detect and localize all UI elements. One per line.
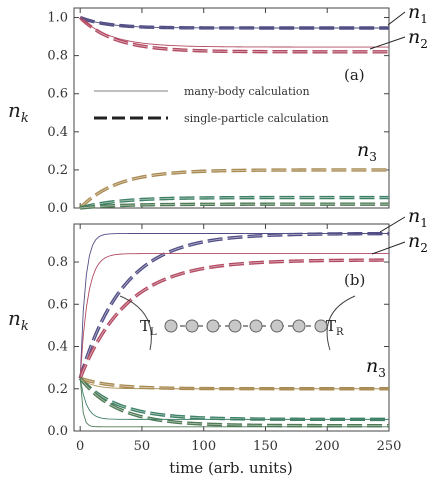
panel-b-pointer-n1 (379, 216, 406, 233)
panel-a: 0.0 0.2 0.4 0.6 0.8 1.0 many-body calculation… (8, 1, 428, 216)
right-lead-curve (326, 295, 356, 351)
chain-site-3 (206, 319, 220, 333)
chain-site-7 (292, 319, 306, 333)
panel-a-ytick-label: 0.6 (47, 87, 68, 102)
panel-a-series-5-solid (79, 17, 389, 48)
chain-site-4 (228, 319, 242, 333)
panel-a-ytick-label: 0.0 (47, 201, 68, 216)
panel-b-series-8-solid (79, 378, 389, 420)
panel-a-pointer-n2 (369, 36, 406, 50)
panel-b-xtick-label: 200 (315, 439, 340, 454)
panel-b-series-2-dashed (79, 376, 389, 391)
panel-a-ylabel: nk (8, 98, 29, 126)
panel-a-label-n3: n3 (357, 139, 377, 164)
panel-b-series-1-dashed (78, 258, 390, 379)
panel-b-label-n2: n2 (408, 230, 428, 255)
chain-site-2 (185, 319, 199, 333)
panel-b-series-5-solid (79, 233, 389, 379)
panel-b-xtick-label: 0 (76, 439, 84, 454)
panel-b-series-7-solid (79, 377, 389, 390)
panel-a-frame (73, 7, 390, 209)
right-lead-label: TR (326, 317, 344, 338)
left-lead-curve (119, 295, 152, 351)
panel-b-series-9-solid (79, 378, 389, 428)
panel-b-xtick-label: 150 (253, 439, 278, 454)
panel-a-ytick-label: 0.2 (47, 163, 68, 178)
panel-b-ytick-label: 0.8 (47, 255, 68, 270)
panel-a-ytick-label: 1.0 (47, 11, 68, 26)
panel-b-label-n1: n1 (408, 205, 428, 230)
panel-b-ytick-label: 0.6 (47, 297, 68, 312)
panel-a-series (78, 15, 389, 210)
x-axis-label: time (arb. units) (169, 459, 293, 477)
legend-dashed-label: single-particle calculation (184, 112, 329, 125)
panel-b-ytick-label: 0.2 (47, 382, 68, 397)
panel-b-xtick-label: 100 (191, 439, 216, 454)
chain-site-6 (270, 319, 284, 333)
panel-b-pointer-n2 (371, 241, 406, 255)
panel-b-label: (b) (344, 271, 365, 289)
panel-b-series-4-highlight (79, 377, 389, 427)
panel-b-series-2-highlight (80, 377, 389, 390)
lead-chain-inset: TL TR (119, 295, 356, 351)
panel-a-ticks: 0.0 0.2 0.4 0.6 0.8 1.0 (47, 8, 390, 216)
panel-b-frame (73, 223, 390, 432)
chain-site-1 (164, 319, 178, 333)
chain-site-8 (314, 319, 328, 333)
panel-b-ytick-label: 0.0 (47, 424, 68, 439)
panel-b-series-3-highlight (79, 377, 389, 420)
panel-b-ytick-label: 0.4 (47, 340, 68, 355)
panel-a-series-1-highlight (79, 17, 389, 53)
panel-b-xtick-label: 50 (134, 439, 151, 454)
panel-a-series-3-highlight (80, 197, 389, 209)
panel-a-series-2-highlight (79, 169, 389, 209)
chain-site-5 (249, 319, 263, 333)
panel-a-label-n2: n2 (408, 26, 428, 51)
panel-a-ytick-label: 0.8 (47, 49, 68, 64)
left-lead-label: TL (140, 317, 157, 338)
panel-b-xtick-label: 250 (377, 439, 402, 454)
panel-b-ticks: 0 50 100 150 200 250 0.0 0.2 0.4 0.6 0.8 (47, 224, 401, 454)
panel-b-series-6-solid (79, 253, 389, 379)
legend-solid-label: many-body calculation (184, 85, 310, 98)
panel-b-ylabel: nk (8, 306, 29, 334)
panel-a-series-4-dashed (80, 202, 389, 210)
panel-b-series-1-highlight (79, 259, 390, 379)
panel-b: 0 50 100 150 200 250 0.0 0.2 0.4 0.6 0.8 (b) nk n1… (8, 205, 428, 477)
panel-a-pointer-n1 (387, 11, 406, 26)
panel-a-series-6-solid (80, 17, 389, 29)
panel-a-series-2-dashed (78, 168, 389, 210)
chain-sites (164, 319, 328, 333)
panel-b-label-n3: n3 (366, 355, 386, 380)
panel-b-series (78, 231, 390, 428)
panel-a-legend: many-body calculation single-particle ca… (94, 85, 329, 125)
panel-a-series-4-highlight (80, 203, 389, 209)
panel-a-label: (a) (344, 66, 365, 84)
panel-a-ytick-label: 0.4 (47, 125, 68, 140)
panel-b-series-3-dashed (78, 377, 389, 422)
panel-a-label-n1: n1 (408, 1, 428, 26)
